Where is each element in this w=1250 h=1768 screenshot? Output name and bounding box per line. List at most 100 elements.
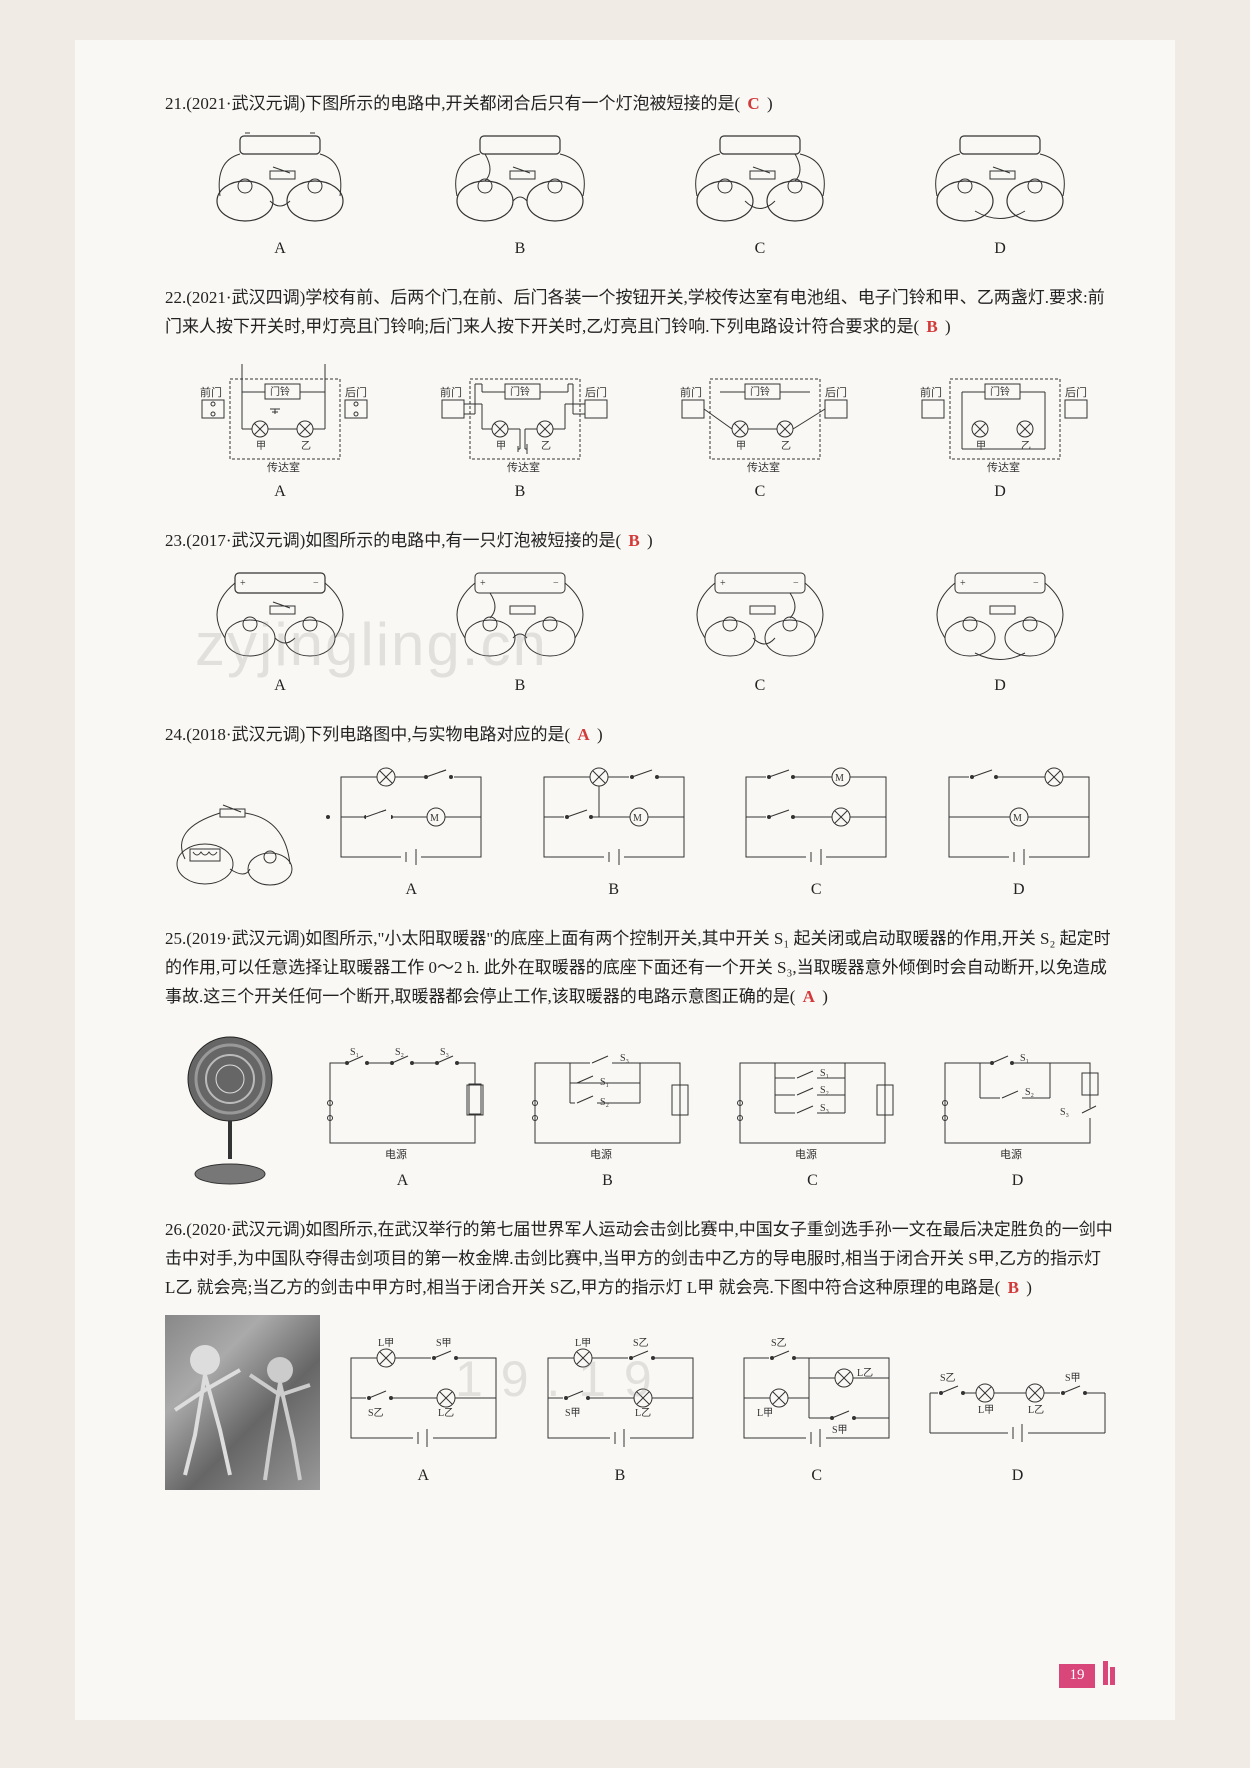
q22-opt-c: 门铃 甲乙 前门 后门 传达室 C	[645, 354, 875, 505]
svg-text:传达室: 传达室	[987, 460, 1020, 474]
q22-source: (2021·武汉四调)	[186, 288, 305, 307]
option-label: D	[885, 478, 1115, 505]
q21-answer: C	[744, 94, 762, 113]
q23-opt-d: +− D	[885, 568, 1115, 699]
q25-tail: )	[822, 987, 828, 1006]
svg-text:S乙: S乙	[368, 1407, 384, 1419]
svg-text:L乙: L乙	[438, 1407, 454, 1419]
svg-text:传达室: 传达室	[507, 460, 540, 474]
svg-text:后门: 后门	[585, 385, 607, 399]
svg-text:M: M	[1013, 813, 1022, 824]
svg-text:L甲: L甲	[978, 1405, 994, 1416]
schematic-icon: M	[731, 762, 901, 872]
svg-text:后门: 后门	[1065, 385, 1087, 399]
q22-num: 22.	[165, 288, 186, 307]
svg-text:S甲: S甲	[1065, 1373, 1081, 1384]
q24-answer: A	[574, 725, 592, 744]
fencing-circuit-icon: S乙 L乙 L甲 S甲	[729, 1338, 904, 1458]
svg-text:电源: 电源	[590, 1147, 612, 1161]
q21-text: 下图所示的电路中,开关都闭合后只有一个灯泡被短接的是(	[305, 94, 740, 113]
heater-circuit-icon: S₁ S₂ S₃ 电源	[725, 1043, 900, 1163]
q25-num: 25.	[165, 929, 186, 948]
q24-num: 24.	[165, 725, 186, 744]
svg-text:S₃: S₃	[440, 1047, 449, 1058]
svg-text:L乙: L乙	[635, 1407, 651, 1419]
svg-text:S乙: S乙	[633, 1338, 649, 1349]
worksheet-page: zyjingling.cn 1 9 . 1 9 21.(2021·武汉元调)下图…	[75, 40, 1175, 1720]
q24-text: 下列电路图中,与实物电路对应的是(	[305, 725, 570, 744]
svg-text:S甲: S甲	[565, 1408, 581, 1419]
q21-opt-d: D	[885, 131, 1115, 262]
q26-tail: )	[1026, 1278, 1032, 1297]
svg-text:S₂: S₂	[600, 1097, 609, 1108]
svg-text:+: +	[240, 578, 246, 589]
q26-opt-a: L甲 S甲 S乙 L乙 A	[330, 1338, 517, 1489]
svg-text:L甲: L甲	[757, 1408, 773, 1419]
option-label: B	[405, 478, 635, 505]
q22-answer: B	[923, 317, 940, 336]
q22-opt-a: 门铃 甲 乙 前门 后门 传达室 A	[165, 354, 395, 505]
q25-opt-d: S₁ S₂ S₃ 电源 D	[920, 1043, 1115, 1194]
svg-text:后门: 后门	[345, 385, 367, 399]
svg-text:传达室: 传达室	[267, 460, 300, 474]
q25-diagrams: S₁ S₂ S₃ 电源 A S₃ S₁ S₂	[165, 1024, 1115, 1194]
q24-opt-c: M C	[720, 762, 913, 903]
q22-opt-b: 门铃 甲 乙 前门 后门 传达室	[405, 354, 635, 505]
q25-opt-c: S₁ S₂ S₃ 电源 C	[715, 1043, 910, 1194]
svg-text:电源: 电源	[1000, 1147, 1022, 1161]
svg-text:L乙: L乙	[857, 1367, 873, 1379]
option-label: B	[405, 235, 635, 262]
q22-diagrams: 门铃 甲 乙 前门 后门 传达室 A	[165, 354, 1115, 505]
svg-text:S乙: S乙	[940, 1372, 956, 1384]
svg-text:乙: 乙	[781, 440, 791, 452]
fencing-photo	[165, 1315, 320, 1490]
q25-opt-b: S₃ S₁ S₂ 电源 B	[510, 1043, 705, 1194]
svg-text:−: −	[793, 578, 799, 589]
q24-diagrams: M A M B	[165, 762, 1115, 903]
option-label: A	[165, 672, 395, 699]
q21-opt-c: C	[645, 131, 875, 262]
svg-text:乙: 乙	[301, 440, 311, 452]
svg-text:L甲: L甲	[575, 1338, 591, 1349]
schematic-icon: M	[529, 762, 699, 872]
question-24: 24.(2018·武汉元调)下列电路图中,与实物电路对应的是( A )	[165, 721, 1115, 903]
page-number-container: 19	[1059, 1661, 1115, 1690]
q26-opt-d: S乙 L甲 L乙 S甲 D	[920, 1338, 1115, 1489]
svg-text:S₃: S₃	[820, 1103, 829, 1114]
heater-circuit-icon: S₁ S₂ S₃ 电源	[315, 1043, 490, 1163]
q23-opt-c: +− C	[645, 568, 875, 699]
q22-tail: )	[945, 317, 951, 336]
svg-text:M: M	[835, 773, 844, 784]
svg-text:L乙: L乙	[1028, 1404, 1044, 1416]
pictorial-circuit-icon: +−	[915, 568, 1085, 668]
q24-opt-a: M A	[315, 762, 508, 903]
pictorial-circuit-icon	[675, 131, 845, 231]
svg-text:+: +	[720, 578, 726, 589]
svg-text:后门: 后门	[825, 385, 847, 399]
q23-opt-b: +− B	[405, 568, 635, 699]
heater-icon	[170, 1029, 290, 1189]
svg-text:+: +	[480, 578, 486, 589]
svg-text:S₃: S₃	[620, 1053, 629, 1064]
option-label: C	[645, 672, 875, 699]
svg-text:S₂: S₂	[820, 1085, 829, 1096]
svg-text:传达室: 传达室	[747, 460, 780, 474]
schematic-box-icon: 门铃 甲 乙 前门 后门 传达室	[180, 354, 380, 474]
svg-text:电源: 电源	[385, 1147, 407, 1161]
svg-text:+: +	[960, 578, 966, 589]
svg-text:S₁: S₁	[820, 1068, 829, 1079]
option-label: B	[510, 1167, 705, 1194]
q26-num: 26.	[165, 1220, 186, 1239]
option-label: D	[885, 672, 1115, 699]
option-label: A	[315, 876, 508, 903]
q26-opt-c: S乙 L乙 L甲 S甲 C	[723, 1338, 910, 1489]
pictorial-circuit-icon: +−	[675, 568, 845, 668]
q26-answer: B	[1005, 1278, 1022, 1297]
svg-text:S甲: S甲	[436, 1338, 452, 1349]
question-26: 26.(2020·武汉元调)如图所示,在武汉举行的第七届世界军人运动会击剑比赛中…	[165, 1216, 1115, 1490]
question-23: 23.(2017·武汉元调)如图所示的电路中,有一只灯泡被短接的是( B ) +…	[165, 527, 1115, 699]
pictorial-circuit-icon	[915, 131, 1085, 231]
option-label: A	[330, 1462, 517, 1489]
option-label: A	[305, 1167, 500, 1194]
option-label: B	[405, 672, 635, 699]
